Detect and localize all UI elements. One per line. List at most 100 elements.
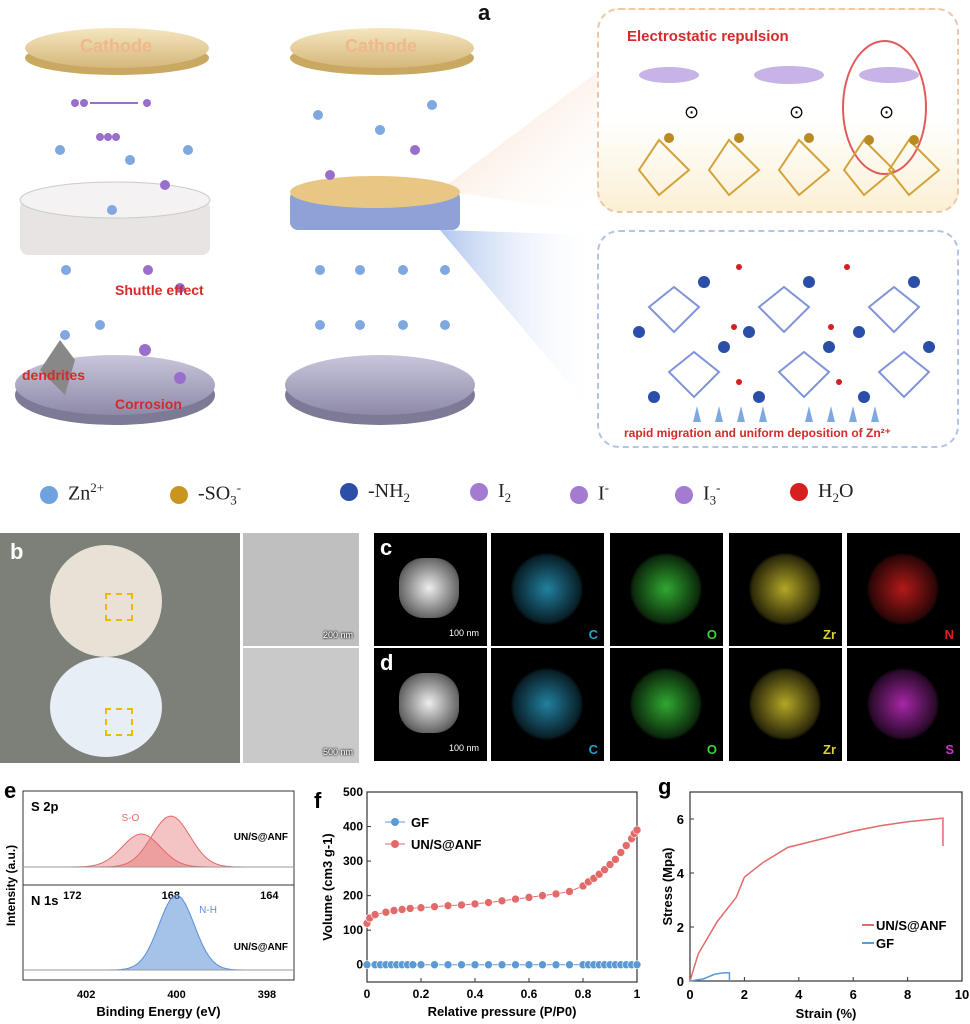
migration-label: rapid migration and uniform deposition o… bbox=[624, 426, 891, 440]
plot-frame bbox=[689, 791, 963, 982]
shuttle-effect-label: Shuttle effect bbox=[115, 282, 204, 298]
amine-icon bbox=[340, 483, 358, 502]
zoom-cone-top bbox=[440, 70, 600, 215]
panel-label-g: g bbox=[658, 774, 671, 799]
data-point bbox=[408, 960, 418, 970]
sample-label: UN/S@ANF bbox=[234, 942, 288, 953]
mof-sulfonate-layer: ⊙ ⊙ ⊙ bbox=[637, 66, 941, 197]
series-unsanf bbox=[362, 825, 642, 928]
y-axis-label: Intensity (a.u.) bbox=[4, 845, 18, 926]
legend-label: GF bbox=[876, 936, 894, 951]
iodine-species bbox=[71, 99, 420, 384]
x-tick-label: 0.4 bbox=[467, 987, 484, 1001]
data-point bbox=[457, 960, 466, 970]
element-distribution bbox=[511, 668, 583, 740]
eds-map-o: O bbox=[610, 533, 723, 646]
legend-label: UN/S@ANF bbox=[876, 918, 947, 933]
tem-image-top: 200 nm bbox=[243, 533, 359, 646]
y-tick-label: 6 bbox=[677, 812, 684, 827]
element-distribution bbox=[749, 553, 821, 625]
legend-label-tail: O bbox=[838, 480, 854, 502]
electrostatic-label: Electrostatic repulsion bbox=[627, 28, 789, 45]
data-point bbox=[611, 855, 620, 864]
element-label: N bbox=[944, 627, 954, 642]
data-point bbox=[497, 896, 507, 906]
data-point bbox=[551, 960, 561, 970]
data-point bbox=[565, 960, 574, 970]
legend-label: H bbox=[818, 480, 833, 502]
eds-map-c: C bbox=[491, 648, 604, 761]
water-icon bbox=[790, 483, 808, 502]
dendrite-shape bbox=[40, 340, 75, 395]
data-point bbox=[470, 960, 480, 970]
element-label: Zr bbox=[823, 627, 836, 642]
legend-subscript: 2 bbox=[504, 490, 512, 505]
x-tick-label: 398 bbox=[258, 989, 276, 1001]
scale-bar-label: 500 nm bbox=[322, 747, 353, 757]
y-tick-label: 300 bbox=[343, 854, 363, 868]
x-axis-label: Relative pressure (P/P0) bbox=[428, 1004, 577, 1019]
data-point bbox=[381, 907, 391, 917]
element-distribution bbox=[511, 553, 583, 625]
sulfonate-icon bbox=[170, 486, 188, 505]
data-point bbox=[405, 904, 415, 913]
legend-label: -SO bbox=[198, 482, 231, 505]
legend-label: I bbox=[703, 482, 710, 505]
cathode-disc-right bbox=[290, 28, 474, 75]
y-tick-label: 100 bbox=[343, 923, 363, 937]
legend-subscript: 2 bbox=[403, 490, 411, 505]
data-point bbox=[484, 898, 493, 907]
zinc-anode-right bbox=[285, 355, 475, 425]
subplot-title: N 1s bbox=[31, 893, 58, 908]
x-tick-label: 4 bbox=[795, 987, 803, 1002]
element-distribution bbox=[867, 553, 939, 625]
data-point bbox=[616, 848, 626, 857]
legend-subscript: 3 bbox=[230, 492, 237, 508]
haadf-image: d 100 nm bbox=[374, 648, 487, 761]
x-tick-label: 0.6 bbox=[521, 987, 538, 1001]
species-legend: Zn2+ -SO3- -NH2 I2 I- I3- H2O bbox=[40, 478, 940, 512]
data-point bbox=[565, 887, 574, 896]
svg-text:⊙: ⊙ bbox=[879, 102, 894, 122]
zn-ion-flux bbox=[693, 406, 879, 422]
element-distribution bbox=[630, 668, 702, 740]
legend-item: I2 bbox=[470, 480, 511, 506]
separator-glass-fiber bbox=[19, 181, 211, 255]
data-point bbox=[605, 860, 615, 869]
x-tick-label: 0.2 bbox=[413, 987, 430, 1001]
iodide-icon bbox=[570, 486, 588, 505]
dendrites-label: dendrites bbox=[22, 367, 86, 383]
series-line-gf bbox=[689, 972, 731, 982]
data-point bbox=[632, 825, 642, 835]
element-distribution bbox=[630, 553, 702, 625]
legend-label: -NH bbox=[368, 480, 404, 502]
element-label: C bbox=[588, 627, 598, 642]
panel-label-c: c bbox=[380, 535, 393, 560]
cathode-label-left: Cathode bbox=[80, 36, 152, 56]
legend-item: -SO3- bbox=[170, 480, 241, 509]
x-axis-label: Binding Energy (eV) bbox=[96, 1004, 220, 1019]
x-tick-label: 0 bbox=[364, 987, 371, 1001]
zoom-box-top bbox=[105, 593, 133, 621]
subplot-title: S 2p bbox=[31, 799, 59, 814]
zn-ion-droplets bbox=[55, 100, 450, 340]
separator-modified bbox=[290, 176, 460, 230]
x-tick-label: 2 bbox=[741, 987, 748, 1002]
y-tick-label: 2 bbox=[677, 920, 684, 935]
data-point bbox=[497, 960, 507, 970]
x-tick-label: 10 bbox=[955, 987, 969, 1002]
y-tick-label: 0 bbox=[677, 974, 684, 989]
schematic-cells bbox=[15, 28, 600, 425]
legend-subscript: 2 bbox=[832, 490, 839, 505]
legend-item: Zn2+ bbox=[40, 480, 104, 506]
data-point bbox=[524, 893, 534, 902]
data-point bbox=[484, 960, 493, 970]
legend-superscript: - bbox=[716, 480, 721, 495]
legend-label: GF bbox=[411, 815, 429, 830]
element-distribution bbox=[867, 668, 939, 740]
panel-label-e: e bbox=[4, 780, 16, 803]
zoom-box-bottom bbox=[105, 708, 133, 736]
chart-e-xps: e Intensity (a.u.) Binding Energy (eV) S 2p… bbox=[4, 780, 295, 1019]
corrosion-label: Corrosion bbox=[115, 396, 182, 412]
data-point bbox=[397, 905, 407, 914]
